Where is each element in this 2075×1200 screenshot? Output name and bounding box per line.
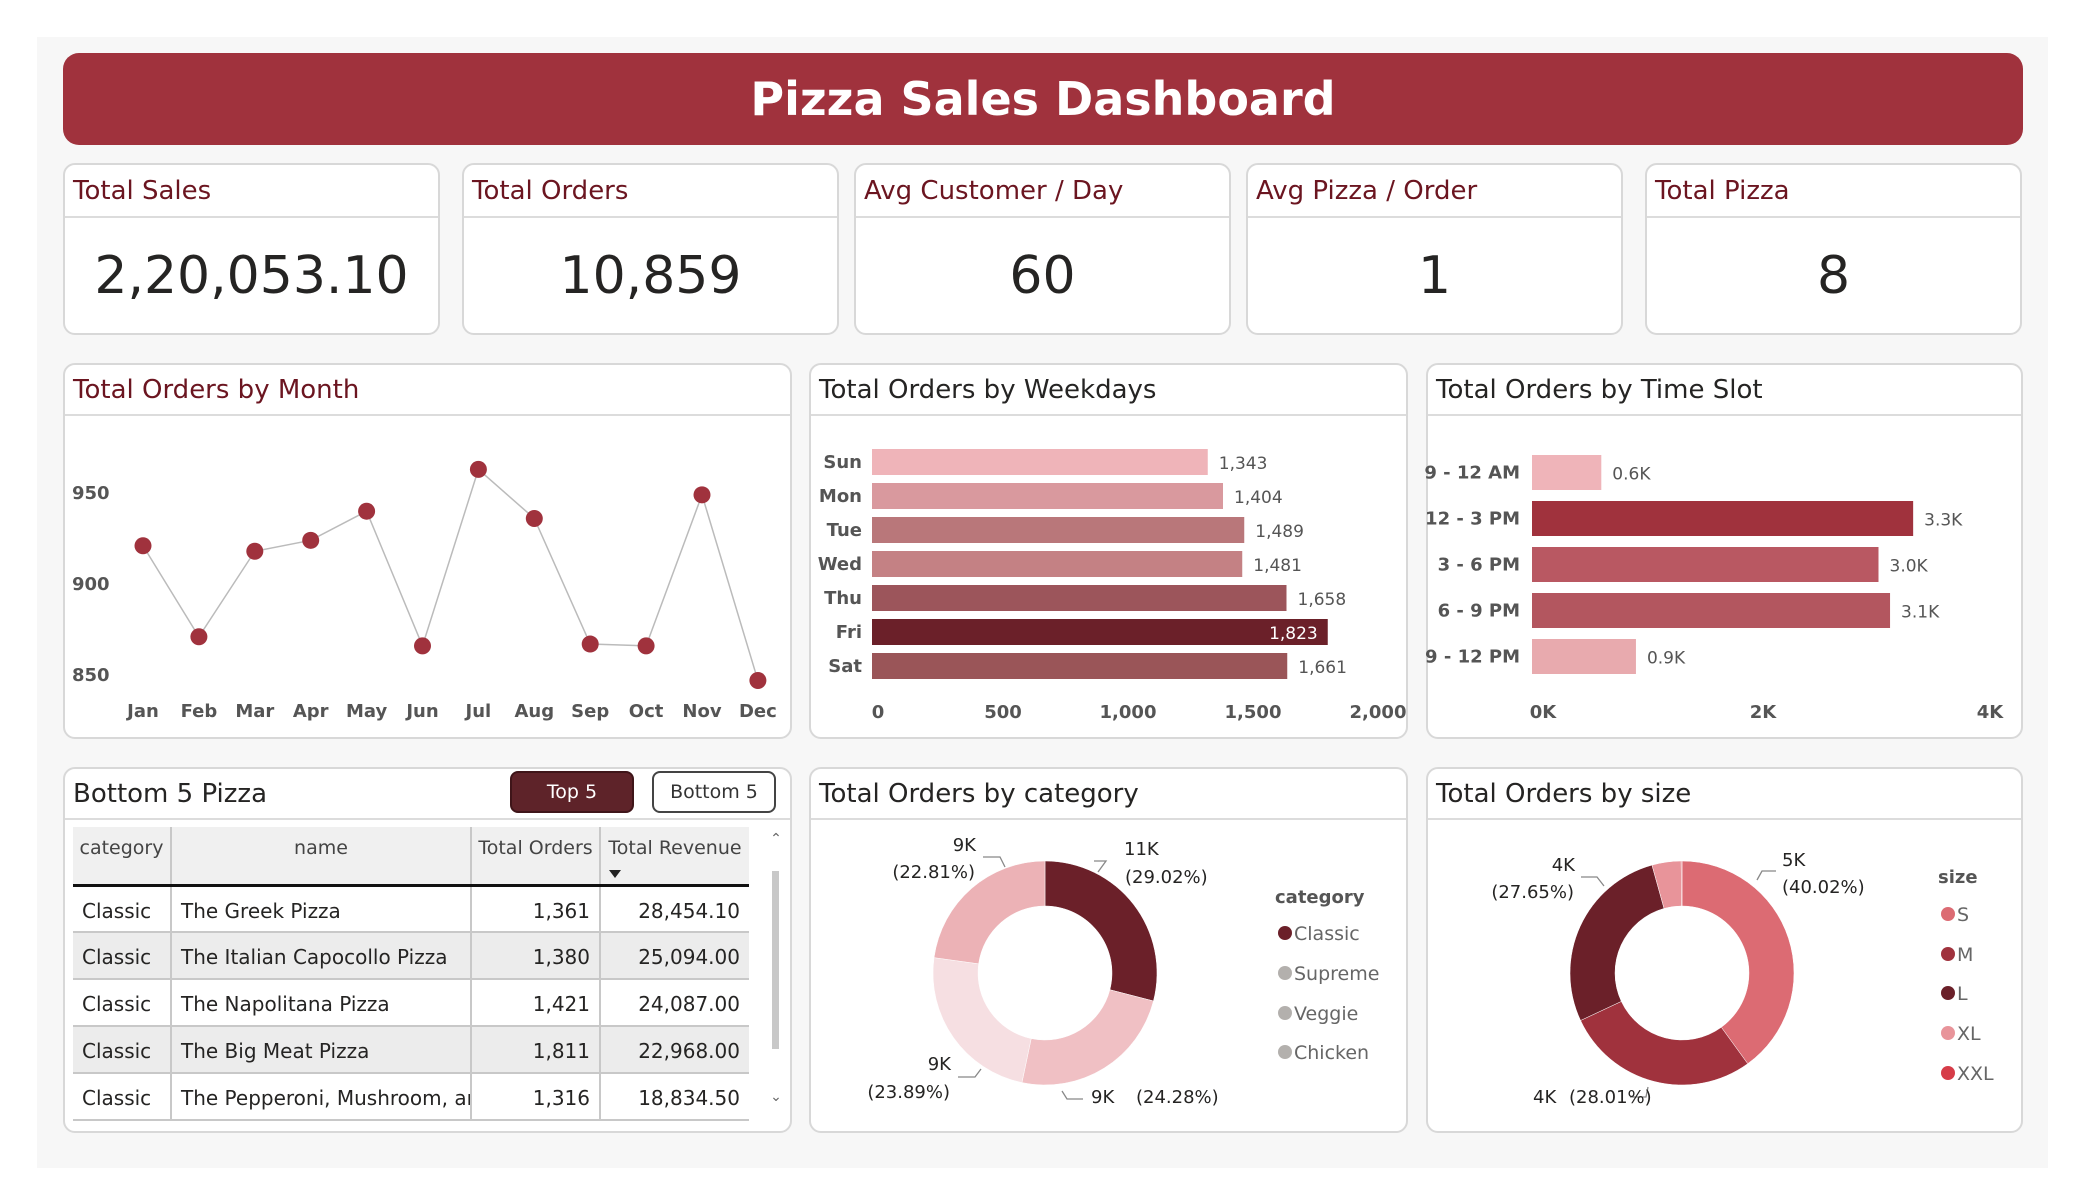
- chart-title: Total Orders by size: [1428, 769, 2021, 820]
- kpi-value: 10,859: [559, 245, 742, 306]
- table-row[interactable]: Classic The Italian Capocollo Pizza 1,380 2…: [73, 932, 749, 980]
- category-chart-card: Total Orders by category: [809, 767, 1408, 1133]
- cell-total-orders: 1,316: [471, 1073, 601, 1121]
- kpi-avg-customer-per-day: Avg Customer / Day 60: [854, 163, 1231, 335]
- scroll-down-icon[interactable]: ⌄: [770, 1089, 782, 1105]
- chart-title: Total Orders by category: [811, 769, 1406, 820]
- cell-total-revenue: 25,094.00: [600, 932, 749, 980]
- table-row[interactable]: Classic The Greek Pizza 1,361 28,454.10: [73, 885, 749, 933]
- pizza-table: category name Total Orders Total Revenue…: [73, 827, 749, 1123]
- table-scrollbar[interactable]: ⌃ ⌄: [770, 827, 782, 1117]
- column-header-label: Total Revenue: [608, 837, 742, 859]
- cell-name: The Napolitana Pizza: [171, 979, 472, 1027]
- cell-total-revenue: 28,454.10: [600, 885, 749, 933]
- chart-title: Total Orders by Month: [65, 365, 790, 416]
- column-header-name[interactable]: name: [171, 827, 472, 887]
- kpi-label: Avg Pizza / Order: [1248, 165, 1621, 218]
- cell-category: Classic: [73, 1026, 172, 1074]
- cell-name: The Greek Pizza: [171, 885, 472, 933]
- cell-name: The Italian Capocollo Pizza: [171, 932, 472, 980]
- cell-name: The Big Meat Pizza: [171, 1026, 472, 1074]
- cell-category: Classic: [73, 1073, 172, 1121]
- chart-title: Total Orders by Weekdays: [811, 365, 1406, 416]
- kpi-label: Total Pizza: [1647, 165, 2020, 218]
- cell-total-orders: 1,380: [471, 932, 601, 980]
- kpi-value: 8: [1816, 245, 1851, 306]
- timeslot-chart-card: Total Orders by Time Slot: [1426, 363, 2023, 739]
- cell-total-revenue: 18,834.50: [600, 1073, 749, 1121]
- cell-total-orders: 1,421: [471, 979, 601, 1027]
- kpi-avg-pizza-per-order: Avg Pizza / Order 1: [1246, 163, 1623, 335]
- kpi-label: Total Sales: [65, 165, 438, 218]
- table-row[interactable]: Classic The Big Meat Pizza 1,811 22,968.00: [73, 1026, 749, 1074]
- column-header-category[interactable]: category: [73, 827, 172, 887]
- cell-total-revenue: 22,968.00: [600, 1026, 749, 1074]
- kpi-total-sales: Total Sales 2,20,053.10: [63, 163, 440, 335]
- column-header-total-revenue[interactable]: Total Revenue: [600, 827, 749, 887]
- bottom-5-button[interactable]: Bottom 5: [652, 771, 776, 813]
- sort-descending-icon: [609, 869, 621, 878]
- month-chart-card: Total Orders by Month: [63, 363, 792, 739]
- size-chart-card: Total Orders by size: [1426, 767, 2023, 1133]
- kpi-value: 60: [1009, 245, 1076, 306]
- scrollbar-thumb[interactable]: [772, 871, 779, 1049]
- kpi-value: 2,20,053.10: [94, 245, 409, 306]
- cell-total-orders: 1,361: [471, 885, 601, 933]
- cell-category: Classic: [73, 932, 172, 980]
- weekday-chart-card: Total Orders by Weekdays: [809, 363, 1408, 739]
- scroll-up-icon[interactable]: ⌃: [770, 831, 782, 847]
- column-header-total-orders[interactable]: Total Orders: [471, 827, 601, 887]
- table-title: Bottom 5 Pizza: [65, 769, 790, 820]
- kpi-label: Total Orders: [464, 165, 837, 218]
- table-header-row: category name Total Orders Total Revenue: [73, 827, 749, 887]
- kpi-total-orders: Total Orders 10,859: [462, 163, 839, 335]
- cell-total-orders: 1,811: [471, 1026, 601, 1074]
- cell-category: Classic: [73, 979, 172, 1027]
- table-row[interactable]: Classic The Napolitana Pizza 1,421 24,087.0…: [73, 979, 749, 1027]
- kpi-label: Avg Customer / Day: [856, 165, 1229, 218]
- top-5-button[interactable]: Top 5: [510, 771, 634, 813]
- kpi-value: 1: [1417, 245, 1452, 306]
- cell-category: Classic: [73, 885, 172, 933]
- cell-total-revenue: 24,087.00: [600, 979, 749, 1027]
- cell-name: The Pepperoni, Mushroom, and Peppers Piz…: [171, 1073, 472, 1121]
- kpi-total-pizza: Total Pizza 8: [1645, 163, 2022, 335]
- chart-title: Total Orders by Time Slot: [1428, 365, 2021, 416]
- dashboard-title: Pizza Sales Dashboard: [63, 53, 2023, 145]
